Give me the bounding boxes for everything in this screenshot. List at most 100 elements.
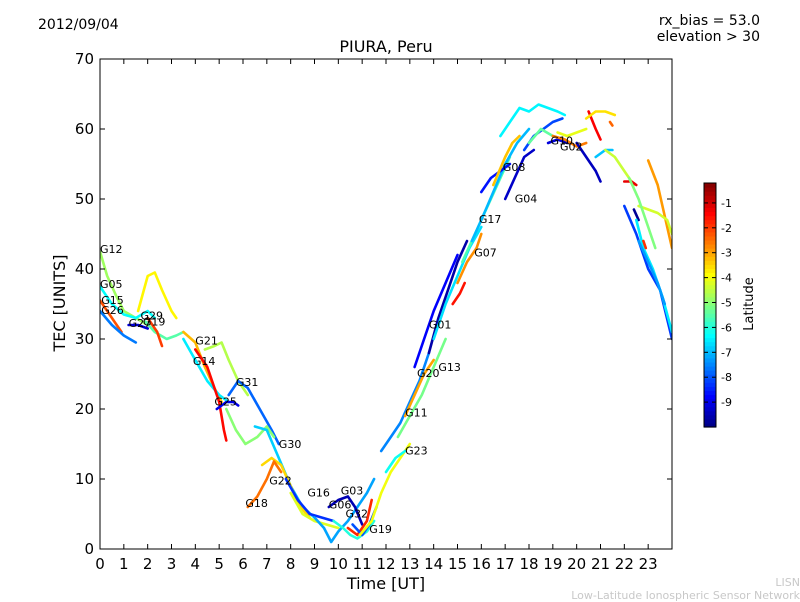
satellite-label-g19: G19: [143, 316, 166, 329]
satellite-label-g11: G11: [405, 407, 428, 420]
colorbar-swatch: [704, 300, 716, 306]
colorbar-swatch: [704, 215, 716, 221]
elevation-label: elevation > 30: [656, 29, 760, 45]
series-g17b: [470, 127, 531, 243]
series-g15: [100, 299, 123, 334]
colorbar-swatch: [704, 341, 716, 347]
colorbar-swatch: [704, 345, 716, 351]
series-g32: [332, 519, 376, 540]
series-g01b: [432, 225, 483, 341]
series-g11b: [396, 337, 447, 439]
satellite-label-g07: G07: [474, 246, 497, 259]
colorbar-swatch: [704, 406, 716, 412]
satellite-label-g03: G03: [341, 484, 364, 497]
series-g16: [284, 477, 335, 523]
colorbar-swatch: [704, 309, 716, 314]
series-g14: [182, 337, 230, 404]
x-tick-label: 18: [519, 555, 538, 573]
colorbar-swatch: [704, 337, 716, 343]
colorbar-swatch: [704, 219, 716, 225]
satellite-label-g22: G22: [269, 475, 292, 488]
date-label: 2012/09/04: [38, 17, 119, 33]
x-tick-label: 4: [191, 555, 201, 573]
colorbar-tick-label: -8: [721, 371, 732, 384]
series-g09b: [632, 208, 640, 222]
satellite-label-g25: G25: [214, 396, 237, 409]
satellite-label-g15: G15: [101, 294, 124, 307]
series-g02: [551, 134, 588, 148]
y-axis-label: TEC [UNITS]: [50, 255, 69, 353]
colorbar-swatch: [704, 288, 716, 294]
satellite-label-g02: G02: [560, 141, 583, 154]
colorbar-swatch: [704, 414, 716, 420]
footer-logo-text: LISN: [775, 576, 800, 589]
series-g08: [480, 162, 512, 194]
y-tick-label: 60: [75, 120, 94, 138]
colorbar-tick-label: -7: [721, 346, 732, 359]
satellite-label-g32: G32: [346, 508, 369, 521]
satellite-label-g19: G19: [369, 523, 392, 536]
colorbar-swatch: [704, 422, 716, 428]
x-tick-label: 3: [167, 555, 177, 573]
series-g28b: [608, 120, 614, 127]
series-g09c: [635, 218, 672, 334]
series-g12: [100, 250, 149, 327]
series-g24c: [627, 176, 657, 250]
x-tick-label: 15: [448, 555, 467, 573]
colorbar-swatch: [704, 276, 716, 282]
series-g11: [379, 351, 431, 453]
colorbar-swatch: [704, 357, 716, 363]
colorbar-swatch: [704, 333, 716, 339]
satellite-label-g20: G20: [417, 367, 440, 380]
x-tick-label: 21: [591, 555, 610, 573]
x-tick-label: 5: [214, 555, 224, 573]
x-tick-label: 17: [496, 555, 515, 573]
colorbar-swatch: [704, 296, 716, 302]
satellite-label-g05: G05: [100, 278, 123, 291]
x-tick-label: 11: [353, 555, 372, 573]
colorbar-swatch: [704, 227, 716, 233]
colorbar-swatch: [704, 366, 716, 371]
colorbar-swatch: [704, 231, 716, 237]
colorbar-swatch: [704, 187, 716, 192]
x-tick-label: 14: [424, 555, 443, 573]
series-g02c: [587, 110, 602, 141]
colorbar-tick-label: -4: [721, 272, 732, 285]
satellite-label-g17: G17: [479, 213, 502, 226]
x-tick-label: 9: [310, 555, 320, 573]
satellite-label-g13: G13: [438, 361, 461, 374]
colorbar-tick-label: -6: [721, 321, 732, 334]
satellite-label-g06: G06: [329, 498, 352, 511]
satellite-label-g01: G01: [429, 319, 452, 332]
series-g03: [313, 477, 376, 544]
colorbar-swatch: [704, 256, 716, 261]
x-tick-label: 8: [286, 555, 296, 573]
satellite-label-g30: G30: [279, 438, 302, 451]
series-g02e: [575, 141, 602, 183]
series-g31b: [225, 407, 276, 446]
colorbar-swatch: [704, 410, 716, 416]
series-g05: [100, 285, 157, 320]
colorbar-swatch: [704, 292, 716, 298]
x-tick-label: 13: [400, 555, 419, 573]
colorbar-swatch: [704, 264, 716, 269]
x-tick-label: 6: [238, 555, 248, 573]
satellite-label-g10: G10: [551, 134, 574, 147]
y-tick-label: 20: [75, 400, 94, 418]
colorbar-swatch: [704, 252, 716, 257]
colorbar-tick-label: -9: [721, 396, 732, 409]
colorbar-swatch: [704, 349, 716, 355]
y-tick-label: 70: [75, 50, 94, 68]
x-tick-label: 0: [95, 555, 105, 573]
colorbar-swatch: [704, 248, 716, 253]
colorbar-swatch: [704, 361, 716, 367]
x-tick-label: 10: [329, 555, 348, 573]
series-g10: [546, 138, 569, 145]
colorbar-swatch: [704, 284, 716, 290]
series-g07: [456, 232, 483, 285]
colorbar-swatch: [704, 321, 716, 326]
colorbar-swatch: [704, 183, 716, 188]
series-g04: [503, 148, 536, 201]
